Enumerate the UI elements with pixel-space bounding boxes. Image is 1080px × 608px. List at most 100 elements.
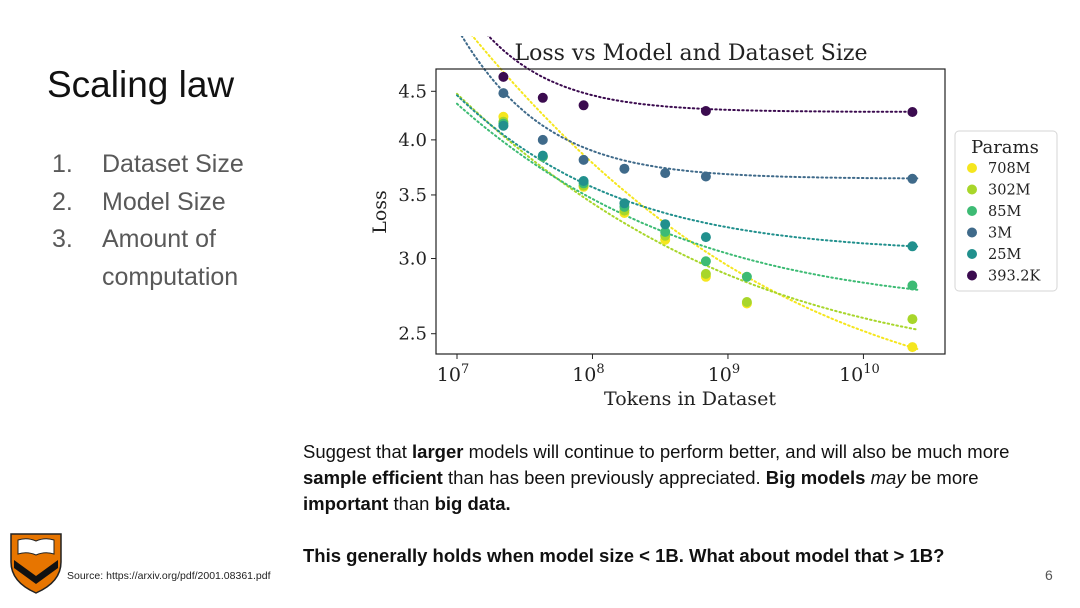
legend-marker [967,270,977,281]
list-text: Amount of computation [102,225,239,291]
legend-marker [967,184,977,195]
data-point-85m [700,256,711,267]
body-question: This generally holds when model size < 1… [303,545,945,566]
body-text: Suggest that larger models will continue… [303,439,1023,569]
data-point-3m [660,168,671,179]
fit-curve-708m [471,36,919,350]
data-point-25m [619,198,630,209]
source-citation: Source: https://arxiv.org/pdf/2001.08361… [67,570,271,582]
text-run: than [388,493,435,514]
princeton-shield-logo [10,533,62,594]
x-tick-label: 1010 [839,362,880,386]
data-point-25m [537,150,548,161]
legend-marker [967,249,977,259]
list-item: 1. Dataset Size [52,146,352,184]
legend-label: 708M [988,161,1031,177]
legend-label: 25M [988,247,1021,263]
data-point-3m [700,171,711,182]
fit-curve-302m [456,92,919,331]
legend-marker [967,163,977,173]
data-point-302m [741,297,752,307]
y-tick-label: 4.5 [398,81,427,102]
book-icon [17,538,55,556]
tick-exponent: 8 [596,362,604,377]
y-axis-label: Loss [369,190,391,234]
data-point-85m [660,226,671,237]
data-point-3m [498,88,509,99]
legend-marker [967,227,977,238]
fit-curve-393-2k [487,36,919,113]
legend-title: Params [971,137,1039,158]
list-item: 2. Model Size [52,184,352,222]
data-point-25m [578,176,589,186]
chevron-icon [14,560,58,584]
text-run: important [303,493,389,514]
legend: Params 708M 302M 85M 3M 25M 393.2K [954,130,1058,292]
data-point-393-2k [907,107,918,117]
tick-base: 10 [572,364,596,386]
data-point-3m [537,134,548,145]
tick-base: 10 [839,364,863,386]
data-point-302m [907,314,918,325]
fit-curve-85m [456,102,919,291]
tick-base: 10 [437,364,461,386]
data-point-25m [660,219,671,230]
data-point-85m [741,271,752,282]
x-tick-label: 108 [572,362,604,386]
body-paragraph: Suggest that larger models will continue… [303,439,1023,517]
fit-curve-25m [456,94,919,248]
list-number: 3. [52,225,73,253]
bullet-list: 1. Dataset Size 2. Model Size 3. Amount … [52,146,352,296]
legend-box [954,130,1058,292]
tick-exponent: 10 [863,362,880,377]
text-run: be more [905,467,979,488]
list-text: Model Size [102,187,226,216]
data-point-393-2k [537,92,548,103]
text-run: Suggest that [303,441,413,462]
chart-title: Loss vs Model and Dataset Size [515,41,868,66]
tick-exponent: 9 [732,362,740,377]
page-number: 6 [1045,567,1053,583]
tick-base: 10 [708,364,732,386]
data-point-302m [700,268,711,279]
data-point-3m [619,163,630,174]
legend-label: 393.2K [988,269,1042,285]
legend-label: 85M [988,204,1021,220]
list-item: 3. Amount of computation [52,221,352,296]
legend-marker [967,206,977,216]
data-point-393-2k [498,71,509,82]
y-tick-label: 3.0 [398,249,427,270]
data-point-3m [578,154,589,165]
y-tick-label: 4.0 [398,130,427,151]
fit-curves [456,36,919,350]
text-run: models will continue to perform better, … [463,441,1010,462]
legend-label: 3M [988,226,1012,242]
data-point-708m [907,342,918,353]
text-run: big data. [434,493,511,514]
legend-label: 302M [988,183,1031,199]
text-run: sample efficient [303,467,443,488]
data-point-393-2k [700,106,711,116]
data-point-25m [700,232,711,243]
data-points [498,71,918,353]
data-point-3m [907,173,918,184]
text-run: Big models [765,467,866,488]
y-tick-label: 3.5 [398,185,427,206]
x-axis-label: Tokens in Dataset [604,388,776,410]
list-number: 2. [52,187,73,216]
slide-title: Scaling law [47,64,235,105]
text-run: larger [412,441,464,462]
data-point-25m [907,241,918,252]
text-run: may [870,467,906,488]
legend-entries: 708M 302M 85M 3M 25M 393.2K [967,161,1042,285]
tick-exponent: 7 [461,362,469,377]
data-point-393-2k [578,100,589,111]
data-point-85m [907,280,918,291]
fit-curve-3m [460,36,919,180]
x-tick-label: 109 [708,362,740,386]
loss-chart: Loss vs Model and Dataset Size 107 108 109… [369,36,1058,410]
list-text: Dataset Size [102,150,244,178]
y-tick-label: 2.5 [398,324,427,345]
plot-frame [435,68,946,355]
